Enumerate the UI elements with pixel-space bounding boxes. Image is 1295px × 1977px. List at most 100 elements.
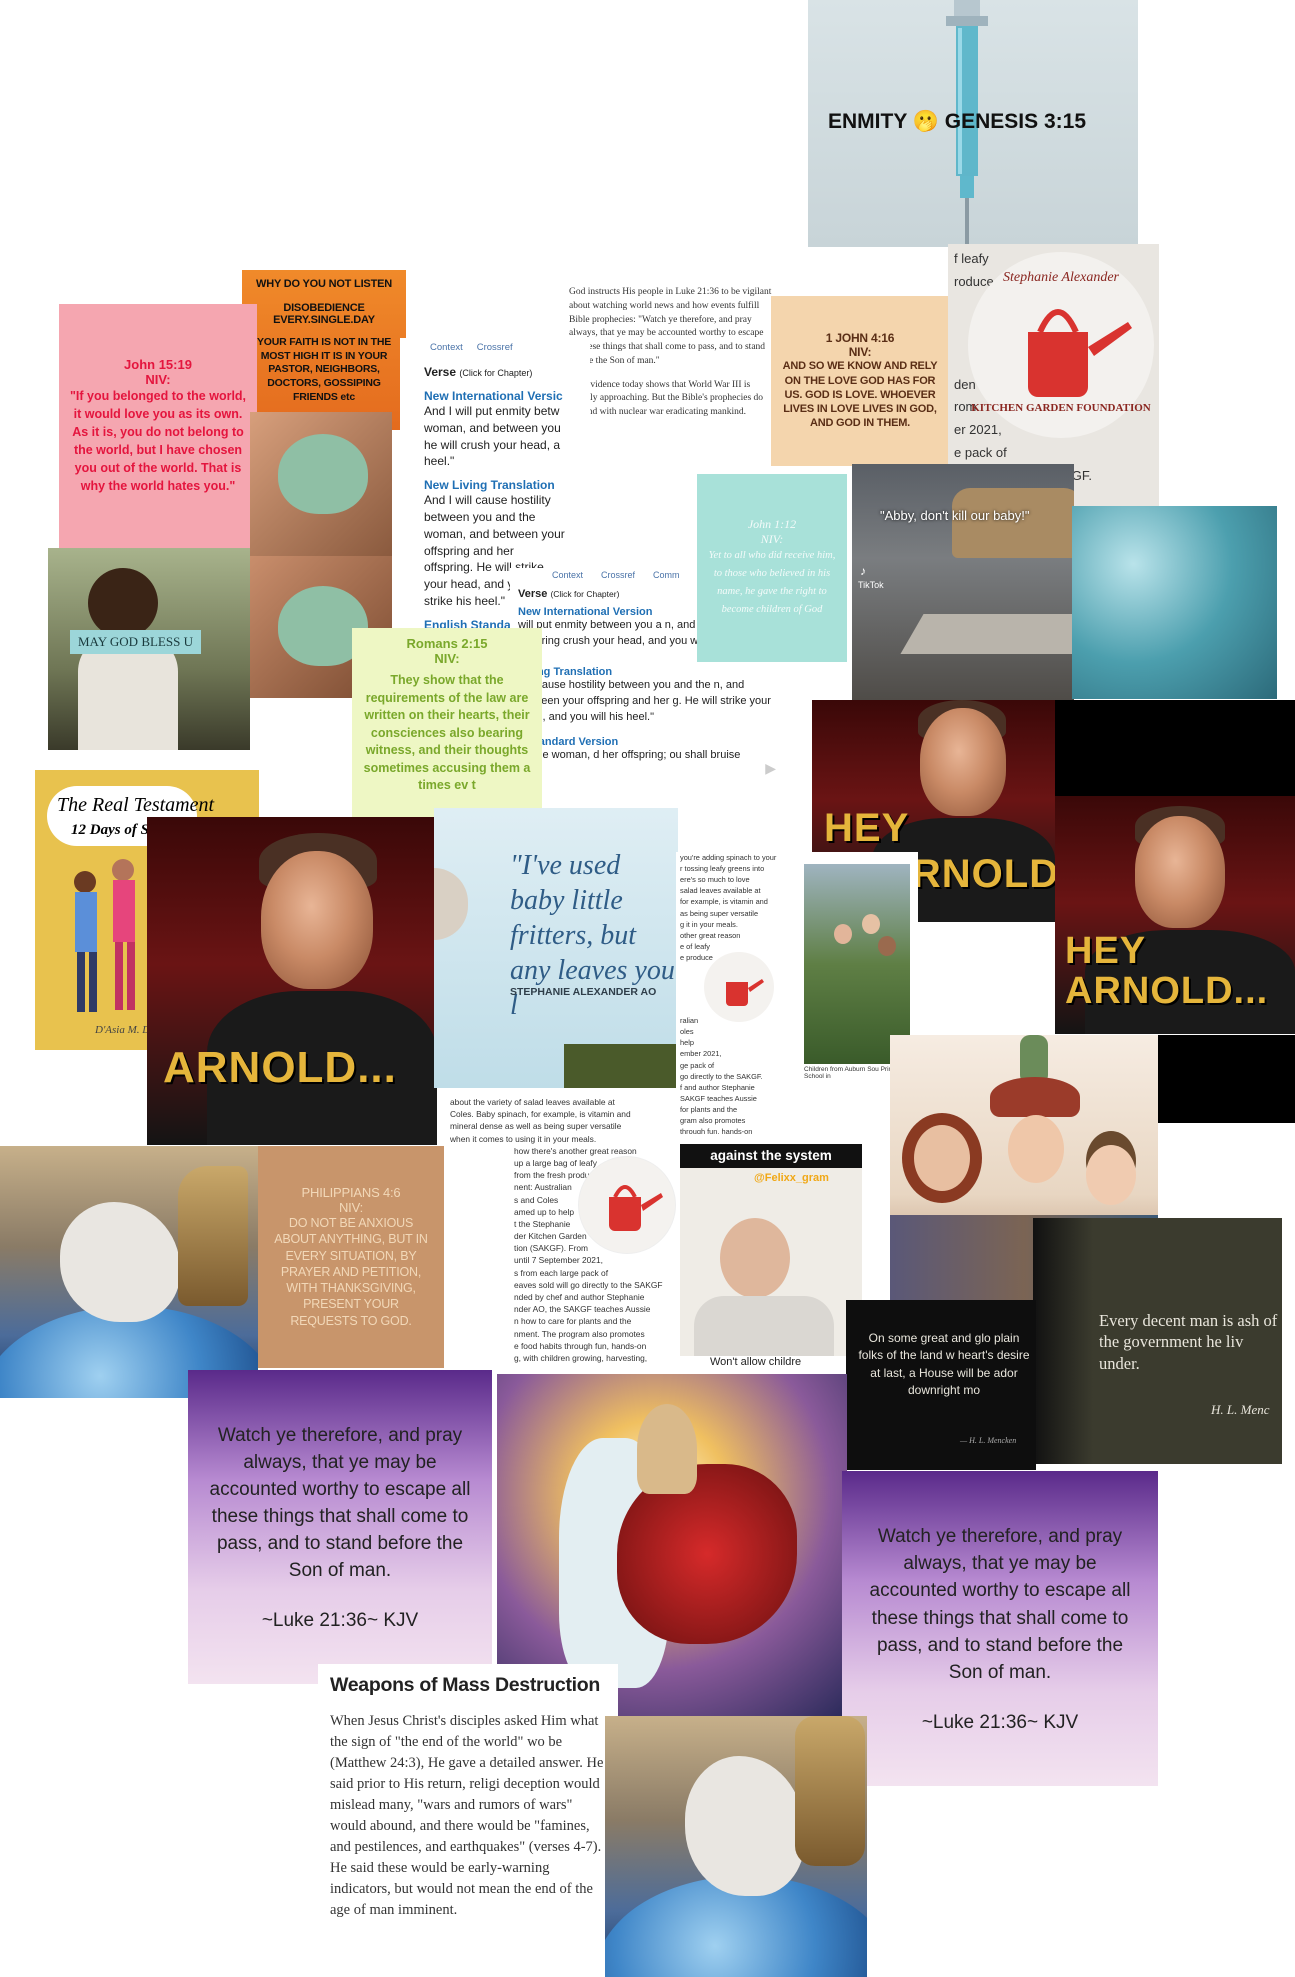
luke-left-ref: ~Luke 21:36~ KJV — [261, 1610, 419, 1632]
child-face — [878, 936, 896, 956]
felixx-handle: @Felixx_gram — [754, 1172, 829, 1184]
horse-shape — [685, 1756, 805, 1896]
enmity-tile: ENMITY 🫢 GENESIS 3:15 — [808, 0, 1138, 247]
arnold-right-tile-2: HEY ARNOLD... — [1055, 796, 1295, 1034]
baby-quote-author: STEPHANIE ALEXANDER AO — [510, 986, 657, 998]
phil-body: DO NOT BE ANXIOUS ABOUT ANYTHING, BUT IN… — [274, 1216, 428, 1328]
shirt-shape — [694, 1296, 834, 1356]
article-top-p2: The evidence today shows that World War … — [569, 379, 764, 418]
against-system-bar: against the system — [680, 1144, 862, 1168]
spinach-article-tile: you're adding spinach to your r tossing l… — [676, 852, 918, 1134]
bible-2-tabs: Context Crossref Comm — [510, 568, 784, 582]
watering-can-icon — [726, 979, 764, 1006]
felixx-video-tile[interactable]: @Felixx_gram Won't allow childre — [680, 1168, 862, 1372]
why-listen-card: WHY DO YOU NOT LISTEN DISOBEDIENCE EVERY… — [242, 270, 406, 430]
heart-stone-top — [250, 412, 392, 556]
sakgf-top-bottom-arc: KITCHEN GARDEN FOUNDATION — [971, 402, 1151, 414]
against-system-text: against the system — [710, 1148, 832, 1163]
john-4-16-version: NIV: — [848, 345, 872, 360]
wmd-body: When Jesus Christ's disciples asked Him … — [330, 1713, 604, 1919]
kid-shirt — [78, 638, 178, 750]
wmd-article: Weapons of Mass Destruction When Jesus C… — [318, 1664, 618, 1977]
girl-face — [914, 1125, 970, 1191]
tiktok-caption: "Abby, don't kill our baby!" — [880, 508, 1030, 523]
jacket-shape — [1085, 930, 1295, 1034]
phil-ref: PHILIPPIANS 4:6 — [301, 1185, 401, 1201]
tab-crossref[interactable]: Crossref — [601, 570, 636, 580]
horse-sun-tile — [497, 1374, 847, 1716]
luke-21-36-card-left: Watch ye therefore, and pray always, tha… — [188, 1370, 492, 1684]
curb-shape — [900, 614, 1074, 654]
tab-crossref[interactable]: Crossref — [476, 342, 513, 353]
phil-4-6-card: PHILIPPIANS 4:6 NIV: DO NOT BE ANXIOUS A… — [258, 1146, 444, 1368]
john-1-12-body: Yet to all who did receive him, to those… — [708, 550, 836, 615]
romans-body: They show that the requirements of the l… — [363, 673, 531, 792]
next-arrow-icon[interactable]: ▶ — [765, 760, 776, 776]
niv-text: And I will put enmity betw woman, and be… — [424, 404, 561, 469]
article-top-p1: God instructs His people in Luke 21:36 t… — [569, 287, 772, 366]
mencken-large-author: H. L. Menc — [1211, 1402, 1270, 1417]
photo-caption: Children from Auburn Sou Primary School … — [804, 1066, 903, 1080]
black-block — [1055, 700, 1295, 800]
horse-shape — [60, 1202, 180, 1322]
person-shape — [720, 1218, 790, 1298]
boy-face — [1086, 1145, 1136, 1205]
blessing-sign: MAY GOD BLESS U — [70, 630, 201, 654]
face-shape — [261, 851, 373, 989]
john-15-19-card: John 15:19 NIV: "If you belonged to the … — [59, 304, 257, 548]
arnold-main-caption: ARNOLD... — [163, 1043, 397, 1092]
nlt-heading[interactable]: Living Translation — [518, 665, 613, 678]
mencken-portrait — [1033, 1218, 1093, 1464]
face-shape — [1135, 816, 1225, 928]
car-shape — [952, 488, 1074, 558]
luke-right-body: Watch ye therefore, and pray always, tha… — [869, 1526, 1131, 1683]
sakgf-logo-coles — [578, 1156, 676, 1254]
horse-globe-left — [0, 1146, 258, 1398]
nlt-text: will cause hostility between you and the… — [518, 678, 771, 723]
horse-globe-bottom — [605, 1716, 867, 1977]
mencken-quote-small: On some great and glo plain folks of the… — [846, 1300, 1036, 1470]
watering-can-icon — [1028, 309, 1132, 397]
why-listen-title: WHY DO YOU NOT LISTEN — [256, 278, 392, 290]
tiktok-logo-icon: ♪ — [860, 564, 866, 578]
rider-shape — [795, 1716, 865, 1866]
heart-icon — [278, 434, 368, 514]
phil-version: NIV: — [338, 1200, 363, 1216]
john-15-19-version: NIV: — [145, 371, 171, 387]
baby-quote-tile: "I've used baby little fritters, but any… — [434, 808, 678, 1088]
tab-context[interactable]: Context — [552, 570, 584, 580]
child-face — [862, 914, 880, 934]
watering-can-icon — [609, 1185, 663, 1231]
kid-photo-tile: MAY GOD BLESS U — [48, 548, 250, 750]
romans-version: NIV: — [434, 651, 460, 666]
esv-heading[interactable]: h Standard Version — [518, 735, 619, 748]
presenter-photo — [434, 868, 468, 940]
niv-heading[interactable]: New International Version — [518, 606, 653, 618]
arnold-right-caption: HEY ARNOLD... — [1065, 930, 1269, 1012]
rider-shape — [178, 1166, 248, 1306]
sakgf-logo-top: Stephanie Alexander KITCHEN GARDEN FOUND… — [968, 252, 1154, 438]
mencken-large-text: Every decent man is ash of the governmen… — [1099, 1311, 1278, 1373]
john-4-16-ref: 1 JOHN 4:16 — [825, 331, 895, 346]
niv-heading[interactable]: New International Versic — [424, 389, 563, 403]
garden-photo — [804, 864, 910, 1064]
tiktok-video-tile[interactable]: "Abby, don't kill our baby!" ♪ TikTok — [852, 464, 1074, 700]
nlt-heading[interactable]: New Living Translation — [424, 478, 555, 493]
hat-shape — [990, 1077, 1080, 1117]
romans-ref: Romans 2:15 — [406, 636, 488, 651]
tab-comm[interactable]: Comm — [653, 570, 680, 580]
mom-face — [1008, 1115, 1064, 1183]
verse-label: Verse — [518, 588, 548, 600]
verse-hint[interactable]: (Click for Chapter) — [459, 368, 533, 378]
verse-hint[interactable]: (Click for Chapter) — [550, 589, 620, 599]
john-4-16-body: AND SO WE KNOW AND RELY ON THE LOVE GOD … — [782, 360, 938, 430]
john-1-12-ref: John 1:12 — [747, 517, 797, 532]
salad-image — [564, 1044, 678, 1088]
sakgf-top-arc: Stephanie Alexander — [1003, 270, 1119, 285]
article-top: God instructs His people in Luke 21:36 t… — [567, 282, 775, 512]
kid-figure — [88, 568, 158, 638]
john-1-12-version: NIV: — [760, 532, 784, 547]
baby-quote-text: "I've used baby little fritters, but any… — [510, 850, 675, 1021]
tab-context[interactable]: Context — [430, 342, 463, 353]
